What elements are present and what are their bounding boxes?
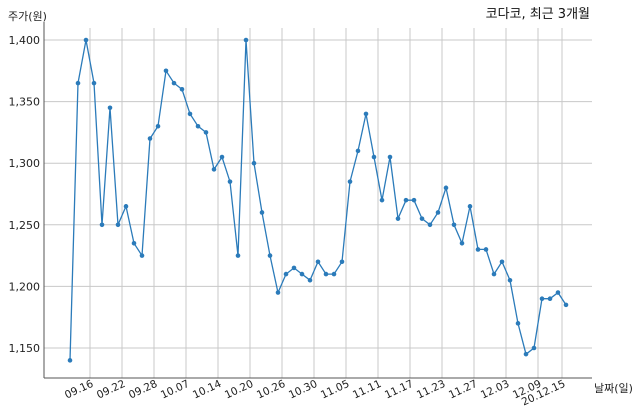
chart-title: 코다코, 최근 3개월 [486, 7, 590, 22]
data-point [411, 197, 417, 203]
data-point [563, 302, 569, 308]
x-tick-label: 09.28 [127, 378, 159, 402]
data-point [259, 210, 265, 215]
data-point [347, 179, 353, 184]
series-line [69, 39, 567, 361]
grid [44, 28, 592, 378]
x-tick-label: 09.16 [63, 378, 96, 402]
data-point [139, 253, 145, 258]
data-point [171, 80, 177, 86]
data-point [147, 136, 153, 141]
data-point [443, 185, 449, 191]
data-point [283, 271, 289, 277]
data-point [499, 259, 505, 265]
data-point [315, 259, 321, 265]
x-tick-label: 10.26 [255, 378, 288, 402]
data-point [339, 259, 345, 265]
y-tick-labels: 1,150 1,200 1,250 1,300 1,350 1,400 [9, 34, 41, 355]
x-tick-label: 11.27 [447, 378, 479, 402]
data-point [91, 80, 97, 86]
data-point [507, 277, 513, 283]
x-tick-label: 10.07 [159, 378, 191, 402]
data-point [227, 179, 233, 184]
data-point [403, 197, 409, 203]
data-point [155, 123, 161, 129]
data-point [531, 345, 537, 351]
data-point [219, 154, 225, 160]
data-point [331, 271, 337, 277]
data-point [427, 222, 433, 228]
data-point [251, 160, 257, 166]
data-point [459, 240, 465, 246]
data-point [355, 148, 361, 154]
data-point [307, 277, 313, 283]
data-point [467, 204, 473, 209]
data-point [323, 271, 329, 277]
data-point [75, 80, 81, 86]
data-point [547, 296, 553, 302]
data-point [371, 154, 377, 160]
data-point [419, 216, 425, 221]
data-point [523, 351, 529, 357]
y-tick-label: 1,300 [9, 157, 41, 170]
x-tick-label: 11.05 [319, 378, 351, 402]
data-point [107, 105, 113, 111]
data-point [435, 210, 441, 215]
axes [43, 22, 592, 379]
data-point [115, 222, 121, 228]
data-point [491, 271, 497, 277]
data-point [67, 358, 73, 363]
x-tick-label: 09.22 [95, 378, 127, 402]
data-point [123, 204, 129, 209]
y-tick-label: 1,200 [9, 280, 41, 293]
data-point [475, 247, 481, 252]
x-tick-label: 11.23 [415, 378, 447, 402]
series [67, 37, 569, 363]
y-tick-label: 1,350 [9, 96, 41, 109]
data-point [363, 111, 369, 117]
data-point [211, 167, 217, 172]
data-point [515, 321, 521, 326]
data-point [555, 290, 561, 295]
data-point [187, 111, 193, 117]
x-axis-label: 날짜(일) [594, 381, 633, 395]
y-tick-label: 1,150 [9, 342, 41, 355]
data-point [131, 240, 137, 246]
x-tick-label: 12.03 [479, 378, 511, 402]
data-point [163, 68, 169, 74]
data-point [451, 222, 457, 228]
x-tick-label: 10.30 [287, 378, 319, 402]
data-point [235, 253, 241, 258]
y-axis-label: 주가(원) [8, 10, 47, 23]
x-tick-label: 11.17 [383, 378, 415, 402]
y-tick-label: 1,400 [9, 34, 41, 47]
x-tick-label: 10.20 [223, 378, 255, 402]
x-tick-label: 10.14 [191, 378, 224, 402]
data-point [395, 216, 401, 221]
data-point [387, 154, 393, 160]
data-point [179, 86, 185, 92]
data-point [203, 130, 209, 135]
data-point [267, 253, 273, 258]
y-tick-label: 1,250 [9, 219, 41, 232]
data-point [99, 222, 105, 228]
data-point [275, 290, 281, 295]
data-point [539, 296, 545, 302]
x-tick-label: 11.11 [351, 378, 383, 402]
data-point [483, 247, 489, 252]
x-tick-labels: 09.16 09.22 09.28 10.07 10.14 10.20 10.26 10.30… [63, 378, 567, 409]
data-point [83, 37, 89, 43]
data-point [299, 271, 305, 277]
data-point [243, 37, 249, 43]
data-point [291, 265, 297, 271]
data-point [379, 197, 385, 203]
data-point [195, 123, 201, 129]
